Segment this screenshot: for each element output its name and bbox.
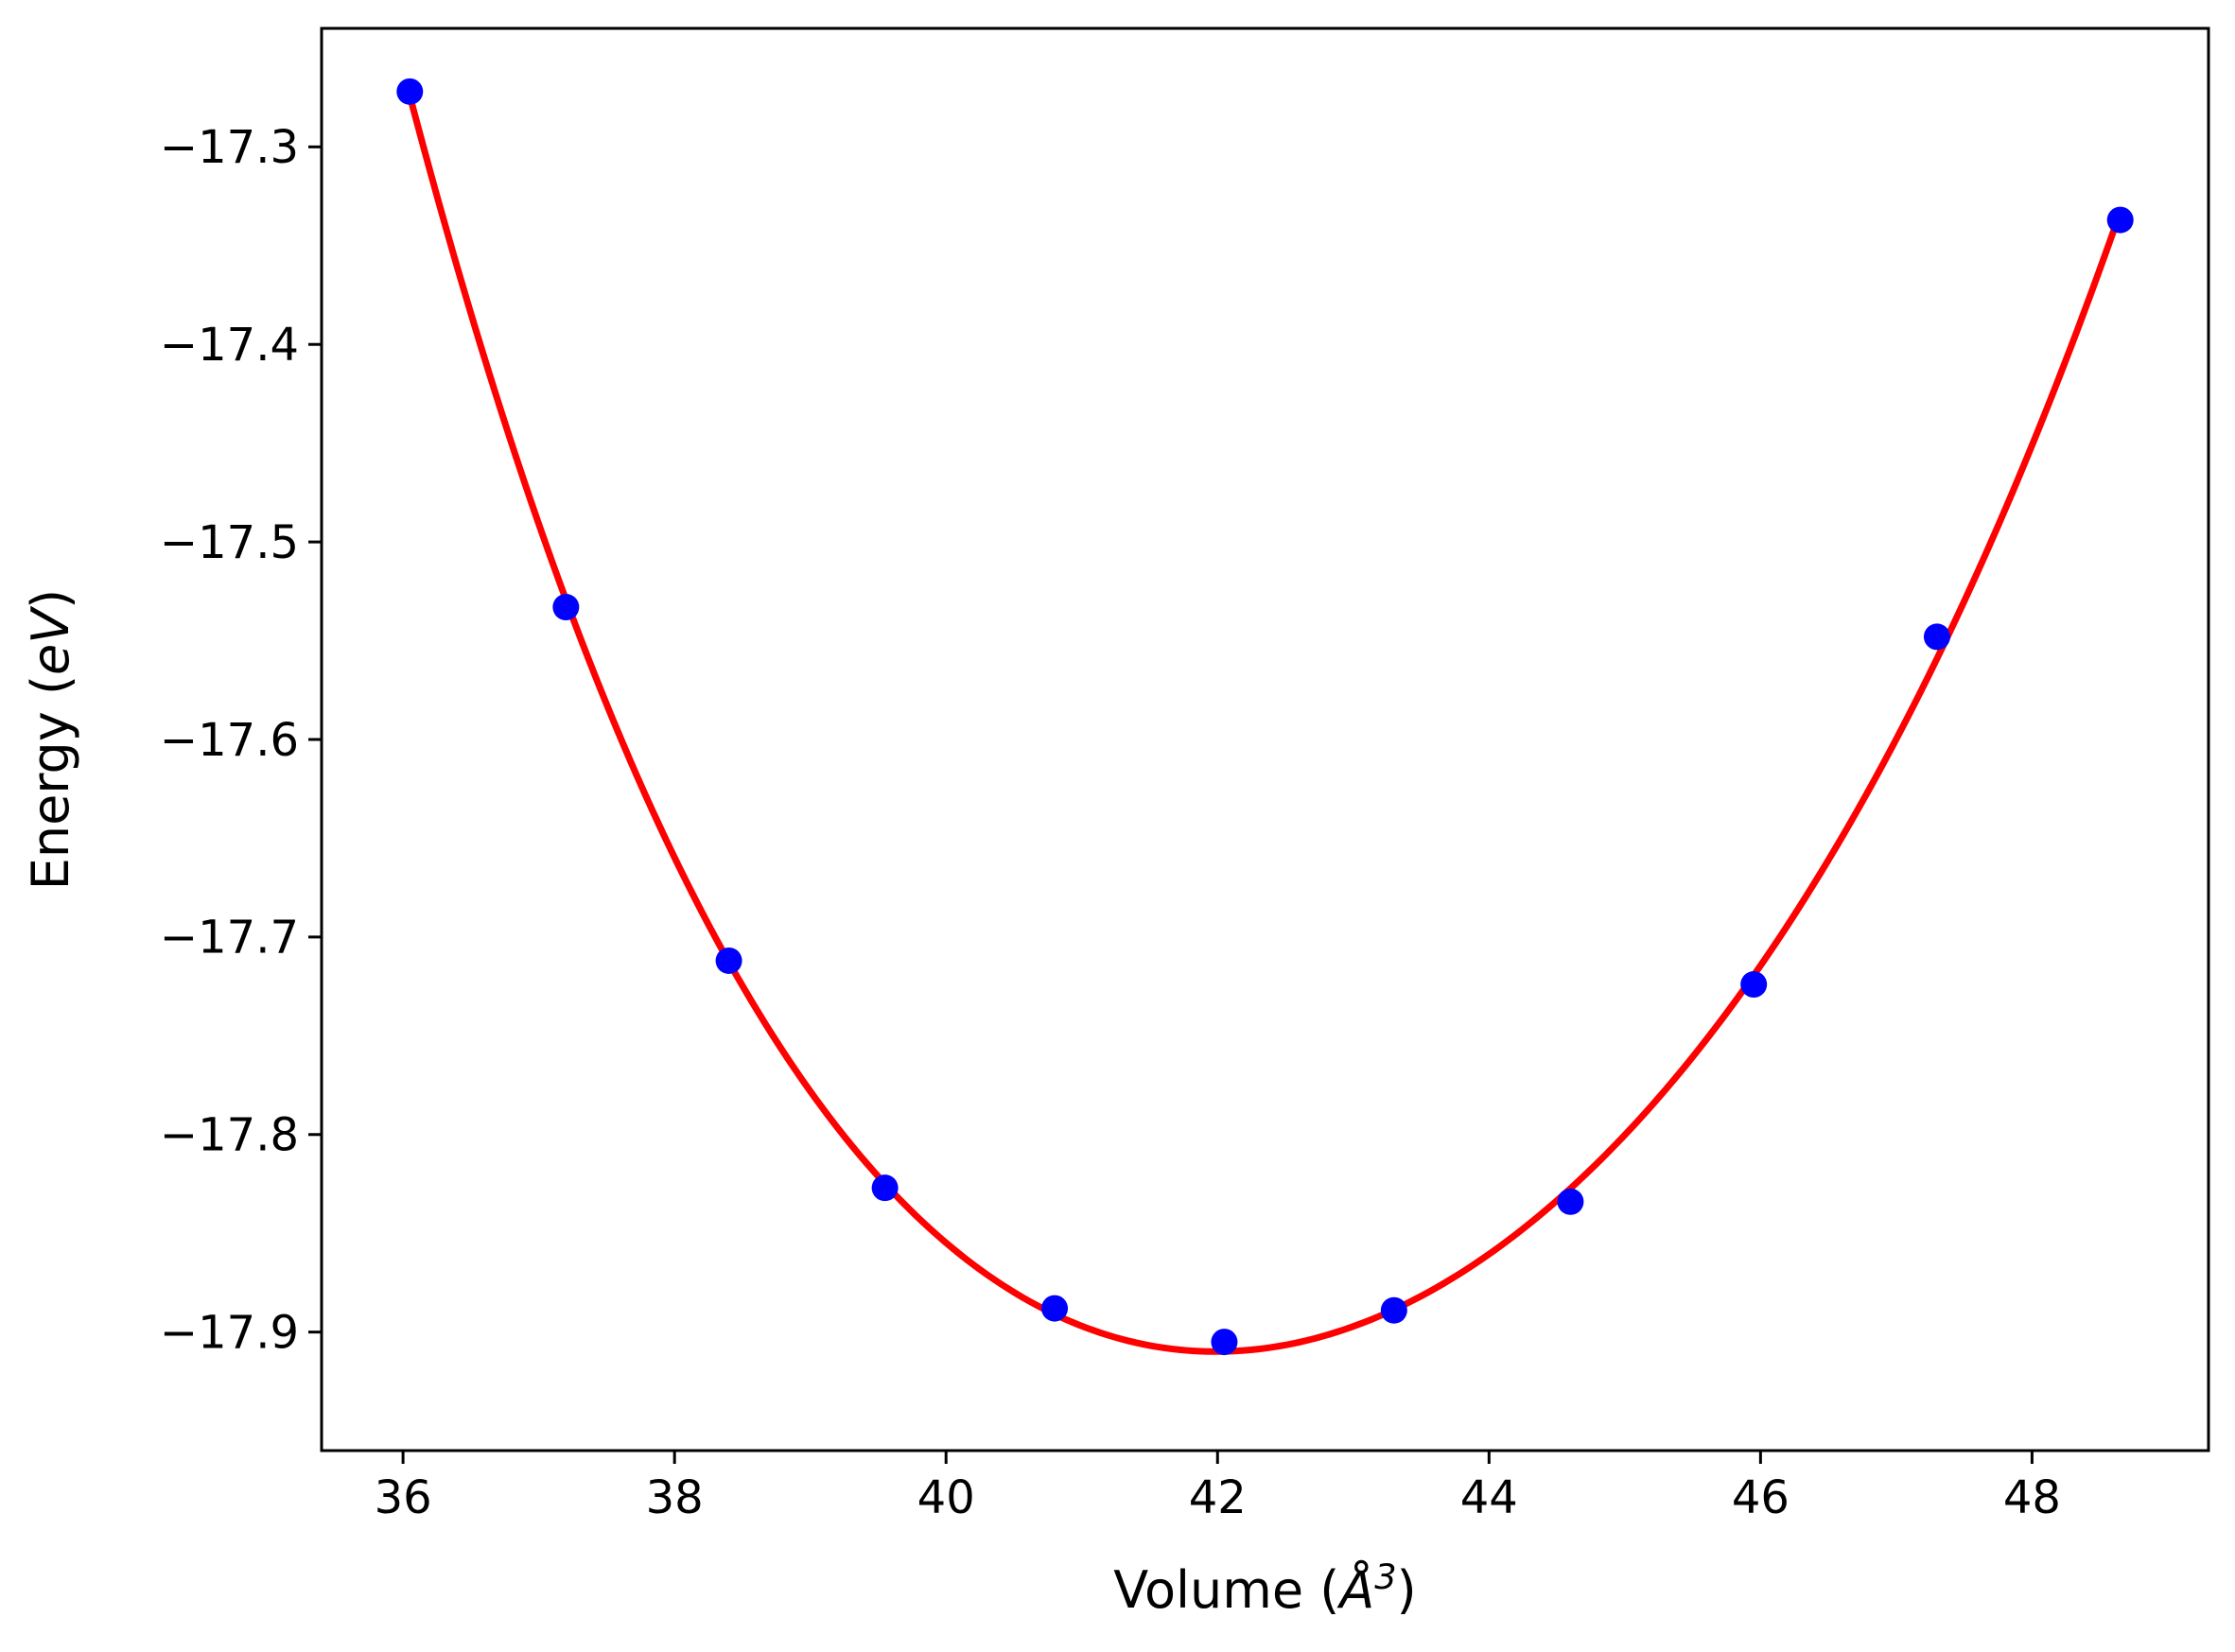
data-point-marker: [552, 594, 580, 621]
data-point-marker: [715, 947, 742, 974]
x-tick-label: 48: [2003, 1471, 2061, 1524]
data-point-marker: [1557, 1188, 1584, 1215]
y-tick-label: −17.4: [160, 319, 299, 372]
data-point-marker: [1211, 1329, 1238, 1356]
y-tick-label: −17.6: [160, 714, 299, 767]
data-points: [396, 78, 2134, 1356]
x-tick-label: 36: [375, 1471, 432, 1524]
y-axis: −17.3 −17.4 −17.5 −17.6 −17.7 −17.8 −17.9: [160, 121, 322, 1359]
y-tick-label: −17.8: [160, 1109, 299, 1162]
y-axis-label: Energy (eV): [21, 589, 80, 891]
data-point-marker: [1380, 1296, 1407, 1324]
data-point-marker: [396, 78, 424, 105]
data-point-marker: [1740, 971, 1768, 999]
x-tick-label: 46: [1732, 1471, 1790, 1524]
fit-curve-line: [406, 92, 2124, 1355]
data-point-marker: [871, 1174, 899, 1202]
x-tick-label: 44: [1460, 1471, 1518, 1524]
x-axis-label: Volume (Å3): [1113, 1556, 1416, 1620]
data-point-marker: [2106, 206, 2134, 234]
x-axis: 36 38 40 42 44 46 48: [375, 1451, 2061, 1524]
x-tick-label: 42: [1189, 1471, 1247, 1524]
y-tick-label: −17.7: [160, 912, 299, 965]
data-point-marker: [1923, 623, 1950, 651]
x-tick-label: 40: [917, 1471, 975, 1524]
x-tick-label: 38: [646, 1471, 704, 1524]
y-tick-label: −17.9: [160, 1306, 299, 1359]
y-tick-label: −17.3: [160, 121, 299, 174]
data-point-marker: [1041, 1295, 1069, 1322]
y-tick-label: −17.5: [160, 516, 299, 569]
